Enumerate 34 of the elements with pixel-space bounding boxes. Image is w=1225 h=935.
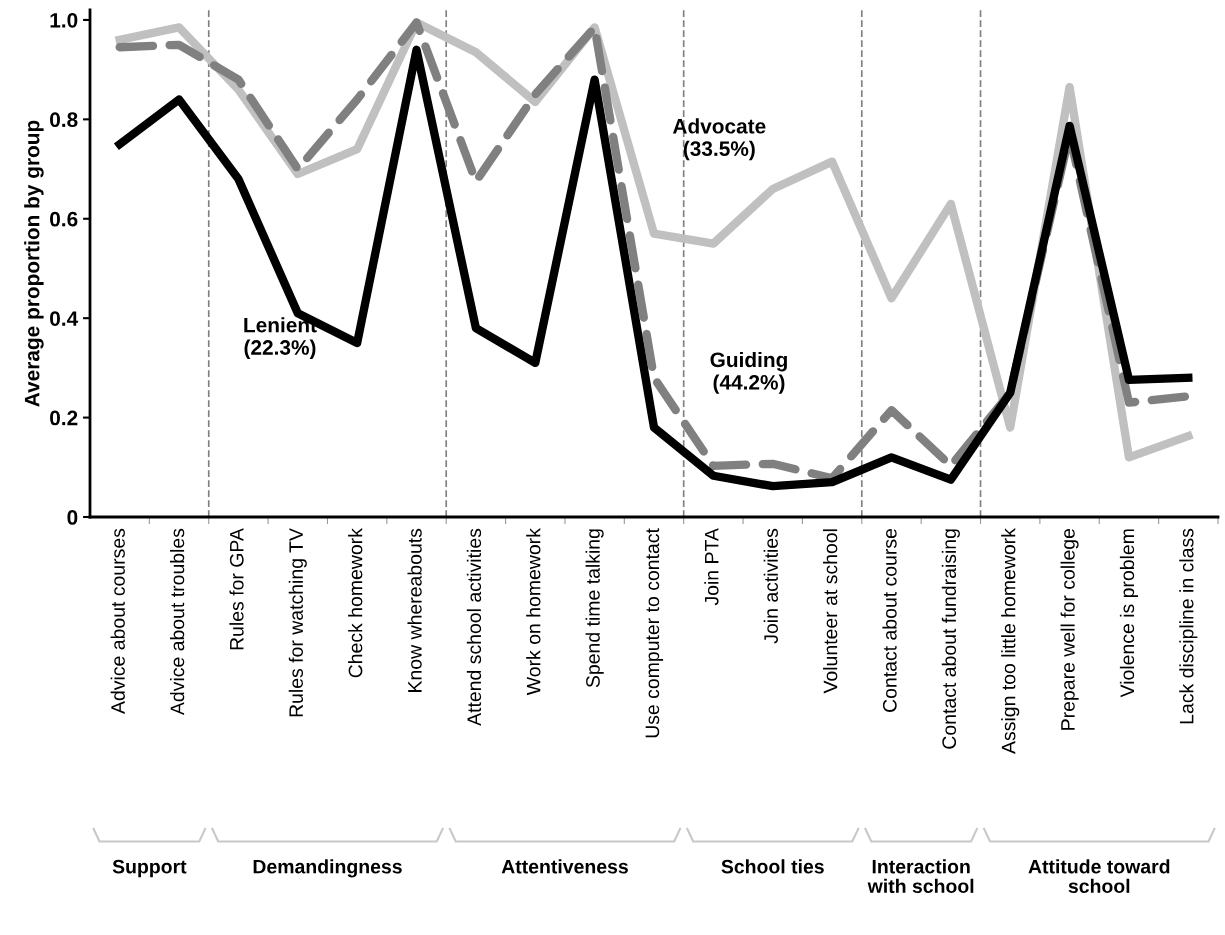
y-tick-label: 0 (67, 510, 78, 525)
x-tick-label: Lack discipline in class (1179, 528, 1198, 724)
text: Support (112, 859, 187, 878)
text: School ties (721, 859, 824, 874)
y-tick-label: 0.8 (50, 112, 78, 128)
y-tick-label: 0.2 (50, 410, 78, 426)
x-tick-label: Join activities (763, 528, 778, 644)
x-tick-label: Join PTA (704, 528, 719, 606)
x-tick-label: Rules for GPA (229, 528, 244, 650)
y-tick-label: 0.6 (50, 211, 78, 227)
y-tick-label: 1.0 (50, 12, 78, 28)
x-tick-label: Spend time talking (585, 529, 604, 688)
y-tick-label: 0.4 (50, 311, 79, 326)
y-axis-title: Average proportion by group (24, 120, 44, 407)
text: Demandingness (253, 859, 402, 878)
x-tick-label: Attend school activities (466, 528, 482, 726)
text: Interaction with school (867, 859, 974, 894)
x-tick-label: Know whereabouts (407, 528, 422, 692)
x-tick-label: Use computer to contact (645, 528, 664, 738)
x-tick-label: Check homework (348, 528, 363, 678)
x-tick-label: Advice about courses (110, 528, 125, 714)
x-tick-label: Assign too little homework (1001, 528, 1020, 754)
text: Attentiveness (501, 859, 628, 874)
series-label: Guiding (44.2%) (710, 351, 787, 394)
x-tick-label: Contact about fundraising (941, 529, 960, 749)
x-tick-label: Advice about troubles (169, 528, 185, 716)
x-tick-label: Work on homework (526, 528, 541, 696)
series-label: Advocate (33.5%) (672, 118, 766, 161)
x-tick-label: Violence is problem (1119, 529, 1139, 698)
x-tick-label: Rules for watching TV (288, 528, 307, 717)
x-tick-label: Prepare well for college (1060, 528, 1079, 730)
x-tick-label: Contact about course (882, 528, 897, 712)
text: Attitude toward school (1028, 859, 1170, 894)
x-tick-label: Volunteer at school (823, 529, 838, 694)
